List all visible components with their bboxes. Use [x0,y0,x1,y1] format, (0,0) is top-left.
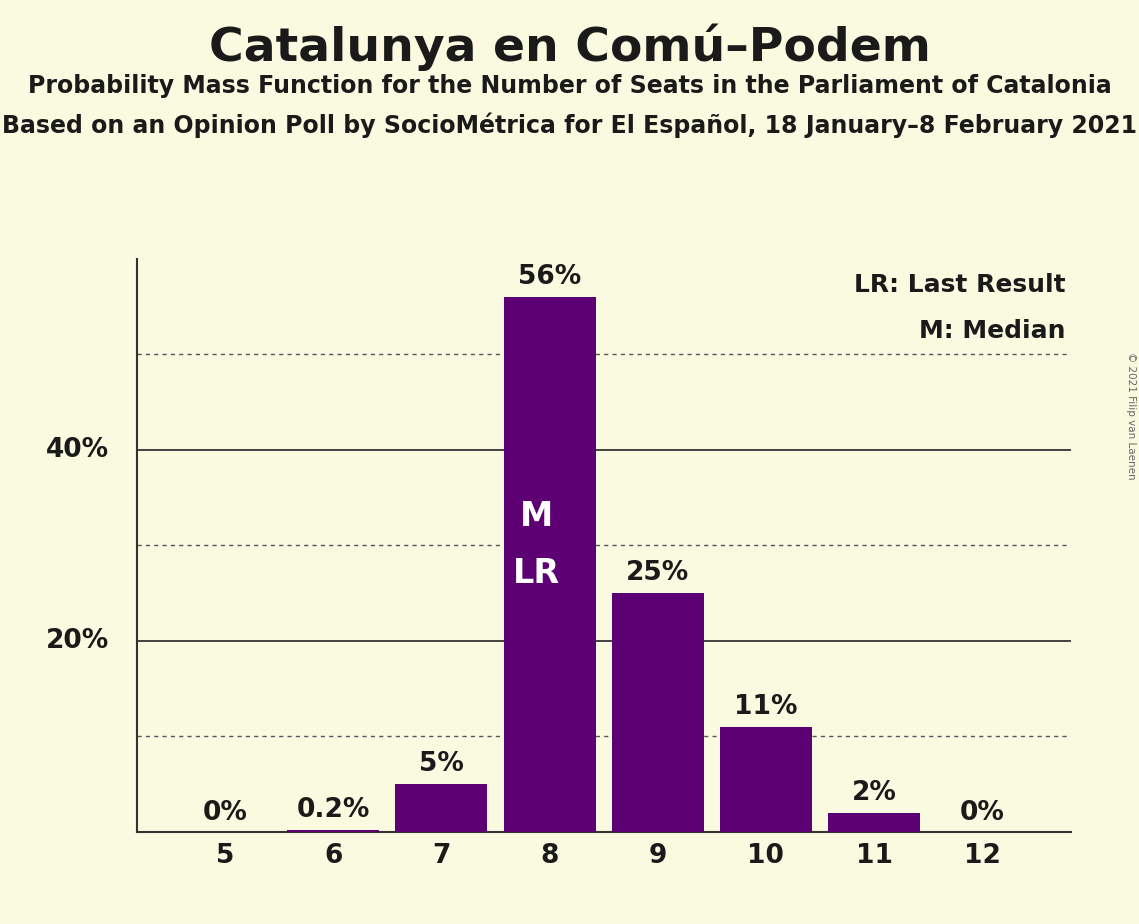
Text: Based on an Opinion Poll by SocioMétrica for El Español, 18 January–8 February 2: Based on an Opinion Poll by SocioMétrica… [2,113,1137,139]
Bar [395,784,487,832]
Text: Catalunya en Comú–Podem: Catalunya en Comú–Podem [208,23,931,70]
Text: © 2021 Filip van Laenen: © 2021 Filip van Laenen [1126,352,1136,480]
Text: LR: Last Result: LR: Last Result [854,274,1066,297]
Bar [503,297,596,832]
Text: 0%: 0% [203,800,247,826]
Text: 56%: 56% [518,264,581,290]
Text: M: Median: M: Median [919,319,1066,343]
Text: M: M [521,500,554,533]
Bar [287,830,379,832]
Bar [612,593,704,832]
Bar [828,812,920,832]
Text: Probability Mass Function for the Number of Seats in the Parliament of Catalonia: Probability Mass Function for the Number… [27,74,1112,98]
Text: 25%: 25% [626,560,689,586]
Text: LR: LR [513,557,560,590]
Text: 40%: 40% [46,437,108,463]
Text: 20%: 20% [46,627,108,653]
Text: 11%: 11% [735,694,797,720]
Text: 2%: 2% [852,780,896,806]
Text: 0%: 0% [960,800,1005,826]
Bar [720,726,812,832]
Text: 5%: 5% [419,751,464,777]
Text: 0.2%: 0.2% [296,797,370,823]
